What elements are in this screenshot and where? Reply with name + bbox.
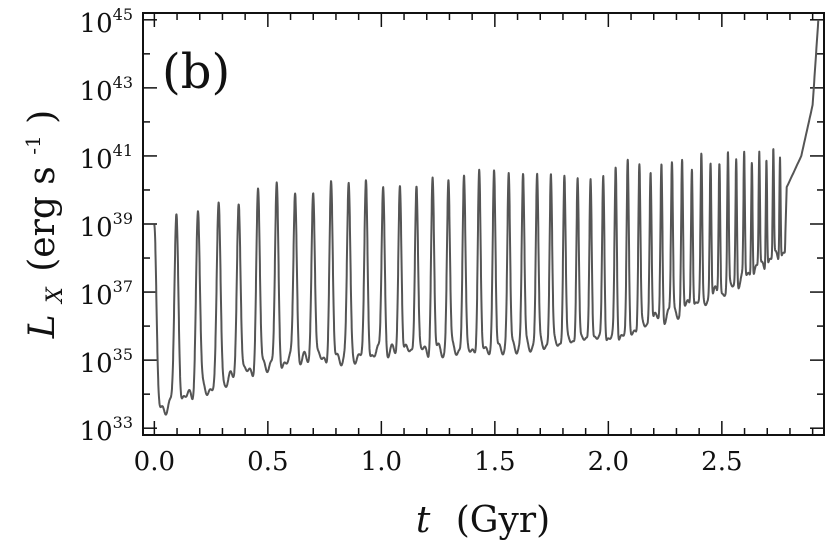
y-axis-sub: X — [43, 286, 68, 305]
x-tick-label: 0.0 — [134, 447, 175, 477]
x-axis-title: t (Gyr) — [416, 500, 550, 541]
x-tick-label: 1.0 — [361, 447, 402, 477]
y-tick-label: 1043 — [80, 73, 133, 107]
y-axis-var: L — [22, 314, 63, 339]
x-tick-label: 2.5 — [701, 447, 742, 477]
x-tick-labels: 0.0 0.5 1.0 1.5 2.0 2.5 — [134, 447, 743, 477]
series-line — [153, 19, 820, 416]
y-tick-label: 1037 — [80, 277, 133, 311]
y-axis-title: L X (erg s -1 ) — [8, 110, 71, 339]
x-axis-unit: (Gyr) — [456, 500, 550, 541]
x-tick-label: 1.5 — [474, 447, 515, 477]
y-tick-label: 1035 — [80, 345, 133, 379]
y-tick-label: 1045 — [80, 5, 133, 39]
panel-label: (b) — [162, 44, 230, 100]
y-tick-labels: 1033 1035 1037 1039 1041 1043 1045 — [80, 5, 133, 447]
plot-frame — [142, 12, 825, 436]
y-tick-label: 1033 — [80, 413, 133, 447]
y-tick-label: 1041 — [80, 141, 133, 175]
ticks — [143, 13, 824, 435]
x-tick-label: 2.0 — [588, 447, 629, 477]
svg-text:L X (erg s -: L X (erg s -1 ) — [8, 110, 71, 339]
y-axis-unit: (erg s — [22, 166, 63, 272]
y-tick-label: 1039 — [80, 209, 133, 243]
y-axis-close: ) — [22, 110, 63, 124]
x-axis-var: t — [416, 500, 431, 541]
y-axis-unit-exp: -1 — [21, 135, 45, 154]
x-tick-label: 0.5 — [247, 447, 288, 477]
